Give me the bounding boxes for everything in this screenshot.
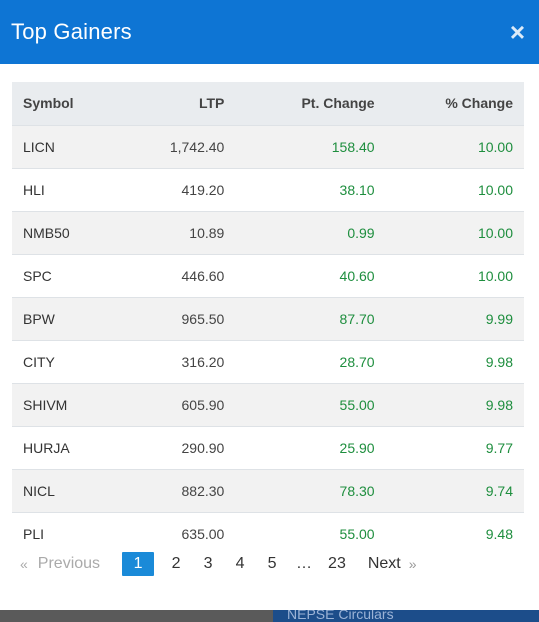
ltp-cell: 10.89 <box>119 210 243 254</box>
page-5-button[interactable]: 5 <box>267 555 277 572</box>
pct-change-cell: 9.99 <box>391 296 524 340</box>
ltp-cell: 965.50 <box>119 296 243 340</box>
pt-change-cell: 55.00 <box>242 382 392 426</box>
pct-change-cell: 10.00 <box>391 167 524 211</box>
gainers-table-wrapper: Symbol LTP Pt. Change % Change LICN 1,742… <box>12 82 524 555</box>
gainers-table: Symbol LTP Pt. Change % Change LICN 1,742… <box>12 82 524 555</box>
next-button[interactable]: Next <box>367 555 401 572</box>
pt-change-cell: 0.99 <box>242 210 392 254</box>
ltp-cell: 419.20 <box>119 167 243 211</box>
page-3-button[interactable]: 3 <box>203 555 213 572</box>
page-1-button[interactable]: 1 <box>122 552 155 576</box>
header-ltp[interactable]: LTP <box>119 82 243 126</box>
ltp-cell: 446.60 <box>119 253 243 297</box>
pt-change-cell: 87.70 <box>242 296 392 340</box>
ltp-cell: 882.30 <box>119 468 243 512</box>
background-page-strip: NEPSE Circulars <box>0 610 539 622</box>
symbol-cell: NICL <box>12 468 120 512</box>
table-header-row: Symbol LTP Pt. Change % Change <box>12 82 524 126</box>
pt-change-cell: 55.00 <box>242 511 392 555</box>
table-row[interactable]: LICN 1,742.40 158.40 10.00 <box>12 124 524 168</box>
table-row[interactable]: BPW 965.50 87.70 9.99 <box>12 296 524 340</box>
symbol-cell: PLI <box>12 511 120 555</box>
pt-change-cell: 158.40 <box>242 124 392 168</box>
ltp-cell: 635.00 <box>119 511 243 555</box>
page-2-button[interactable]: 2 <box>171 555 181 572</box>
page-23-button[interactable]: 23 <box>328 555 346 572</box>
pct-change-cell: 9.74 <box>391 468 524 512</box>
table-row[interactable]: SPC 446.60 40.60 10.00 <box>12 253 524 297</box>
pagination: « Previous 1 2 3 4 5 … 23 Next » <box>12 551 425 577</box>
table-row[interactable]: HURJA 290.90 25.90 9.77 <box>12 425 524 469</box>
symbol-cell: NMB50 <box>12 210 120 254</box>
table-row[interactable]: PLI 635.00 55.00 9.48 <box>12 511 524 555</box>
symbol-cell: BPW <box>12 296 120 340</box>
pct-change-cell: 10.00 <box>391 210 524 254</box>
symbol-cell: SPC <box>12 253 120 297</box>
table-row[interactable]: NICL 882.30 78.30 9.74 <box>12 468 524 512</box>
ltp-cell: 316.20 <box>119 339 243 383</box>
symbol-cell: CITY <box>12 339 120 383</box>
pct-change-cell: 9.48 <box>391 511 524 555</box>
close-icon[interactable]: × <box>509 17 525 47</box>
previous-button[interactable]: Previous <box>37 555 101 572</box>
nepse-circulars-tab[interactable]: NEPSE Circulars <box>273 610 539 622</box>
table-row[interactable]: NMB50 10.89 0.99 10.00 <box>12 210 524 254</box>
pct-change-cell: 10.00 <box>391 253 524 297</box>
header-pt-change[interactable]: Pt. Change <box>242 82 392 126</box>
pct-change-cell: 10.00 <box>391 124 524 168</box>
page-4-button[interactable]: 4 <box>235 555 245 572</box>
symbol-cell: SHIVM <box>12 382 120 426</box>
symbol-cell: HLI <box>12 167 120 211</box>
pct-change-cell: 9.77 <box>391 425 524 469</box>
header-symbol[interactable]: Symbol <box>12 82 120 126</box>
symbol-cell: LICN <box>12 124 120 168</box>
pt-change-cell: 28.70 <box>242 339 392 383</box>
next-arrow-icon[interactable]: » <box>408 556 417 572</box>
ltp-cell: 290.90 <box>119 425 243 469</box>
symbol-cell: HURJA <box>12 425 120 469</box>
modal-title: Top Gainers <box>11 19 132 44</box>
pt-change-cell: 25.90 <box>242 425 392 469</box>
table-row[interactable]: CITY 316.20 28.70 9.98 <box>12 339 524 383</box>
modal-header: Top Gainers × <box>0 0 539 64</box>
ltp-cell: 605.90 <box>119 382 243 426</box>
pct-change-cell: 9.98 <box>391 382 524 426</box>
pt-change-cell: 78.30 <box>242 468 392 512</box>
pt-change-cell: 38.10 <box>242 167 392 211</box>
prev-arrow-icon: « <box>20 556 28 572</box>
ltp-cell: 1,742.40 <box>119 124 243 168</box>
table-row[interactable]: SHIVM 605.90 55.00 9.98 <box>12 382 524 426</box>
pagination-ellipsis: … <box>296 555 313 572</box>
header-pct-change[interactable]: % Change <box>391 82 524 126</box>
table-row[interactable]: HLI 419.20 38.10 10.00 <box>12 167 524 211</box>
pt-change-cell: 40.60 <box>242 253 392 297</box>
nepse-circulars-label: NEPSE Circulars <box>287 610 394 622</box>
pct-change-cell: 9.98 <box>391 339 524 383</box>
